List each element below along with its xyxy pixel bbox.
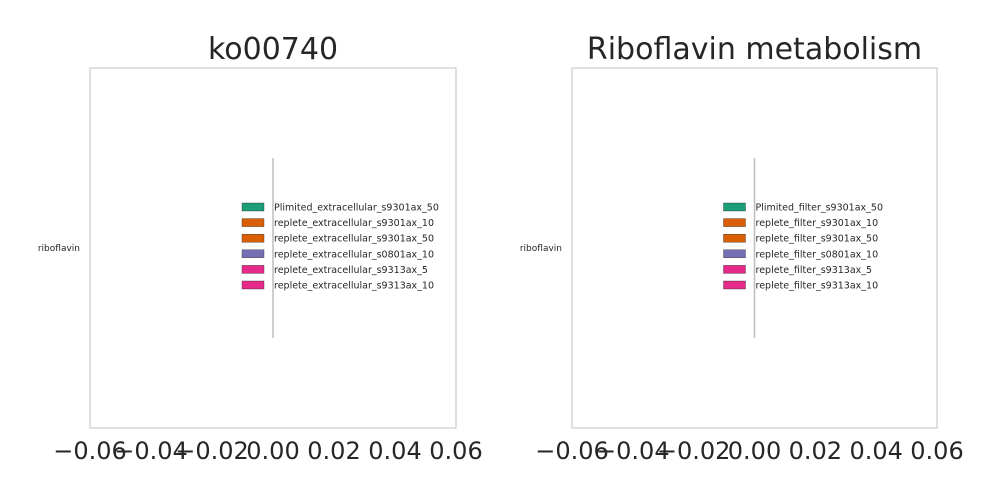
legend-swatch <box>723 233 746 243</box>
chart-title: Riboflavin metabolism <box>587 32 922 67</box>
legend-swatch <box>723 265 746 274</box>
legend-swatch <box>723 218 746 227</box>
legend-swatch <box>241 280 265 290</box>
legend-label: replete_extracellular_s0801ax_10 <box>274 249 434 260</box>
legend-label: replete_filter_s9301ax_50 <box>756 234 879 245</box>
y-tick-label: riboflavin <box>520 244 562 254</box>
x-tick-label: −0.06 <box>535 437 609 465</box>
legend-swatch <box>241 265 265 274</box>
legend-swatch <box>241 218 265 227</box>
x-tick-label: 0.06 <box>910 437 963 465</box>
legend-label: replete_extracellular_s9313ax_10 <box>274 281 434 292</box>
legend-label: replete_filter_s0801ax_10 <box>756 249 879 260</box>
x-tick-label: −0.02 <box>175 437 249 465</box>
x-tick-label: 0.00 <box>246 437 299 465</box>
x-tick-label: 0.04 <box>849 437 902 465</box>
legend-label: replete_filter_s9313ax_10 <box>756 281 879 292</box>
x-tick-label: −0.06 <box>53 437 127 465</box>
plot-frame <box>89 67 457 429</box>
x-tick-label: −0.04 <box>114 437 188 465</box>
x-tick-label: 0.06 <box>429 437 482 465</box>
x-tick-label: 0.02 <box>307 437 360 465</box>
legend-swatch <box>723 280 746 290</box>
chart-panel-ko00740: ko00740 −0.06−0.04−0.020.00 0.02 0.04 0.06 ri… <box>38 32 483 465</box>
legend-label: replete_extracellular_s9301ax_10 <box>274 218 434 229</box>
legend-label: replete_filter_s9301ax_10 <box>756 218 879 229</box>
legend-label: replete_extracellular_s9313ax_5 <box>274 265 428 276</box>
x-tick-label: −0.04 <box>596 437 670 465</box>
x-tick-label: 0.02 <box>789 437 842 465</box>
legend-label: replete_filter_s9313ax_5 <box>756 265 873 276</box>
chart-panel-riboflavin-metabolism: Riboflavin metabolism −0.06−0.04−0.020.00… <box>520 32 964 465</box>
legend-swatch <box>241 249 265 259</box>
x-tick-label: −0.02 <box>657 437 731 465</box>
plot-frame <box>571 67 938 429</box>
legend-swatch <box>241 202 265 212</box>
x-tick-label: 0.00 <box>728 437 781 465</box>
legend-swatch <box>723 249 746 259</box>
legend-label: Plimited_extracellular_s9301ax_50 <box>274 203 439 214</box>
legend-label: replete_extracellular_s9301ax_50 <box>274 234 434 245</box>
legend-swatch <box>241 233 265 243</box>
y-tick-label: riboflavin <box>38 244 80 254</box>
legend-swatch <box>723 202 746 212</box>
legend-label: Plimited_filter_s9301ax_50 <box>756 203 884 214</box>
x-tick-label: 0.04 <box>368 437 421 465</box>
chart-title: ko00740 <box>208 32 338 67</box>
